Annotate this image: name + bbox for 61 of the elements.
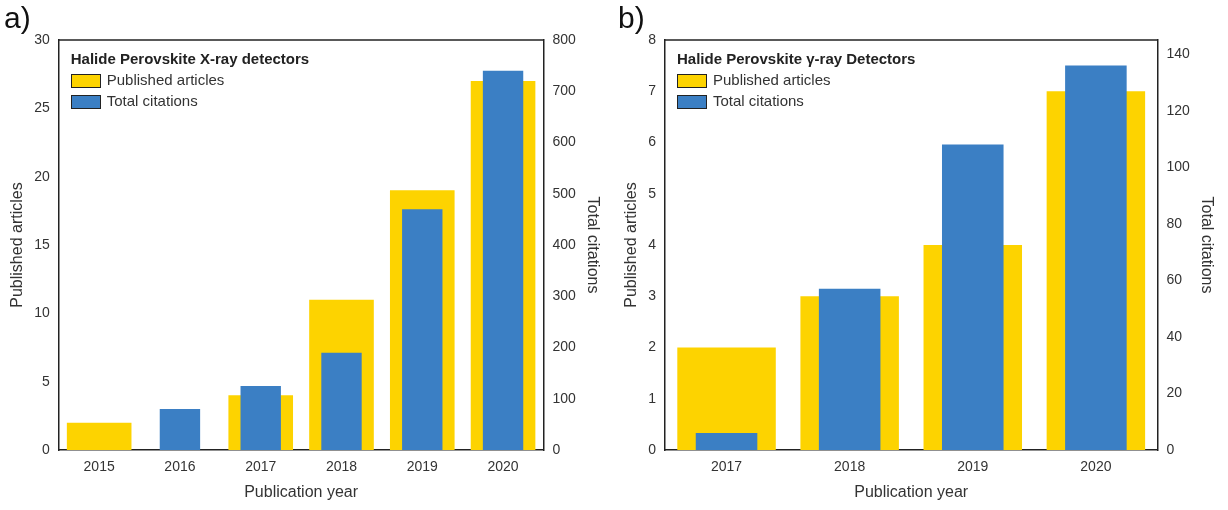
y2-tick-label: 100 [552,389,577,406]
bar [321,352,362,450]
y-tick-label: 5 [41,372,50,389]
legend-label: Total citations [712,92,804,109]
bar [66,422,132,450]
y-tick-label: 8 [648,30,657,47]
y2-tick-label: 20 [1166,384,1183,401]
x-tick-label: 2017 [245,458,277,475]
x-tick-label: 2016 [164,458,196,475]
x-tick-label: 2020 [487,458,519,475]
y-tick-label: 0 [648,440,657,457]
y2-tick-label: 120 [1166,101,1191,118]
x-tick-label: 2017 [710,458,743,475]
y-tick-label: 20 [34,167,50,184]
y-tick-label: 2 [648,338,657,355]
y2-tick-label: 60 [1166,271,1183,288]
bar [159,409,201,450]
y-tick-label: 6 [648,133,657,150]
legend-label: Published articles [106,71,225,88]
y-tick-label: 7 [648,82,657,99]
y-tick-label: 5 [648,184,657,201]
y2-tick-label: 200 [552,338,577,355]
x-tick-label: 2019 [406,458,439,475]
y-tick-label: 10 [34,304,50,321]
x-tick-label: 2020 [1080,458,1112,475]
y2-tick-label: 80 [1166,214,1183,231]
y2-tick-label: 100 [1166,158,1191,175]
y-tick-label: 15 [34,235,50,252]
y-axis-title: Published articles [622,182,640,308]
y2-axis-title: Total citations [1198,196,1216,294]
y2-axis-title: Total citations [584,196,602,294]
chart-title: b) [618,1,645,35]
legend-title: Halide Perovskite γ-ray Detectors [676,50,916,67]
x-tick-label: 2015 [83,458,115,475]
y2-tick-label: 140 [1166,45,1191,61]
y2-tick-label: 700 [552,82,577,99]
y-tick-label: 30 [34,30,50,47]
y-tick-label: 0 [41,440,50,457]
y-tick-label: 4 [648,235,657,252]
y-axis-title: Published articles [8,182,26,308]
y-tick-label: 25 [34,99,50,116]
x-tick-label: 2018 [325,458,358,475]
y2-tick-label: 600 [552,133,577,150]
y2-tick-label: 500 [552,184,577,201]
x-axis-title: Publication year [244,482,359,500]
y2-tick-label: 40 [1166,327,1183,344]
bar [695,433,758,450]
y-tick-label: 1 [648,389,657,406]
x-axis-title: Publication year [854,482,969,500]
x-tick-label: 2018 [834,458,866,475]
y2-tick-label: 400 [552,235,577,252]
legend-label: Total citations [106,92,198,109]
y-tick-label: 3 [648,287,657,304]
y2-tick-label: 300 [552,287,577,304]
y2-tick-label: 800 [552,30,577,47]
chart-title: a) [4,1,31,35]
y2-tick-label: 0 [552,440,561,457]
x-tick-label: 2019 [957,458,989,475]
y2-tick-label: 0 [1166,440,1175,457]
legend-title: Halide Perovskite X-ray detectors [70,50,310,67]
legend-label: Published articles [712,71,831,88]
